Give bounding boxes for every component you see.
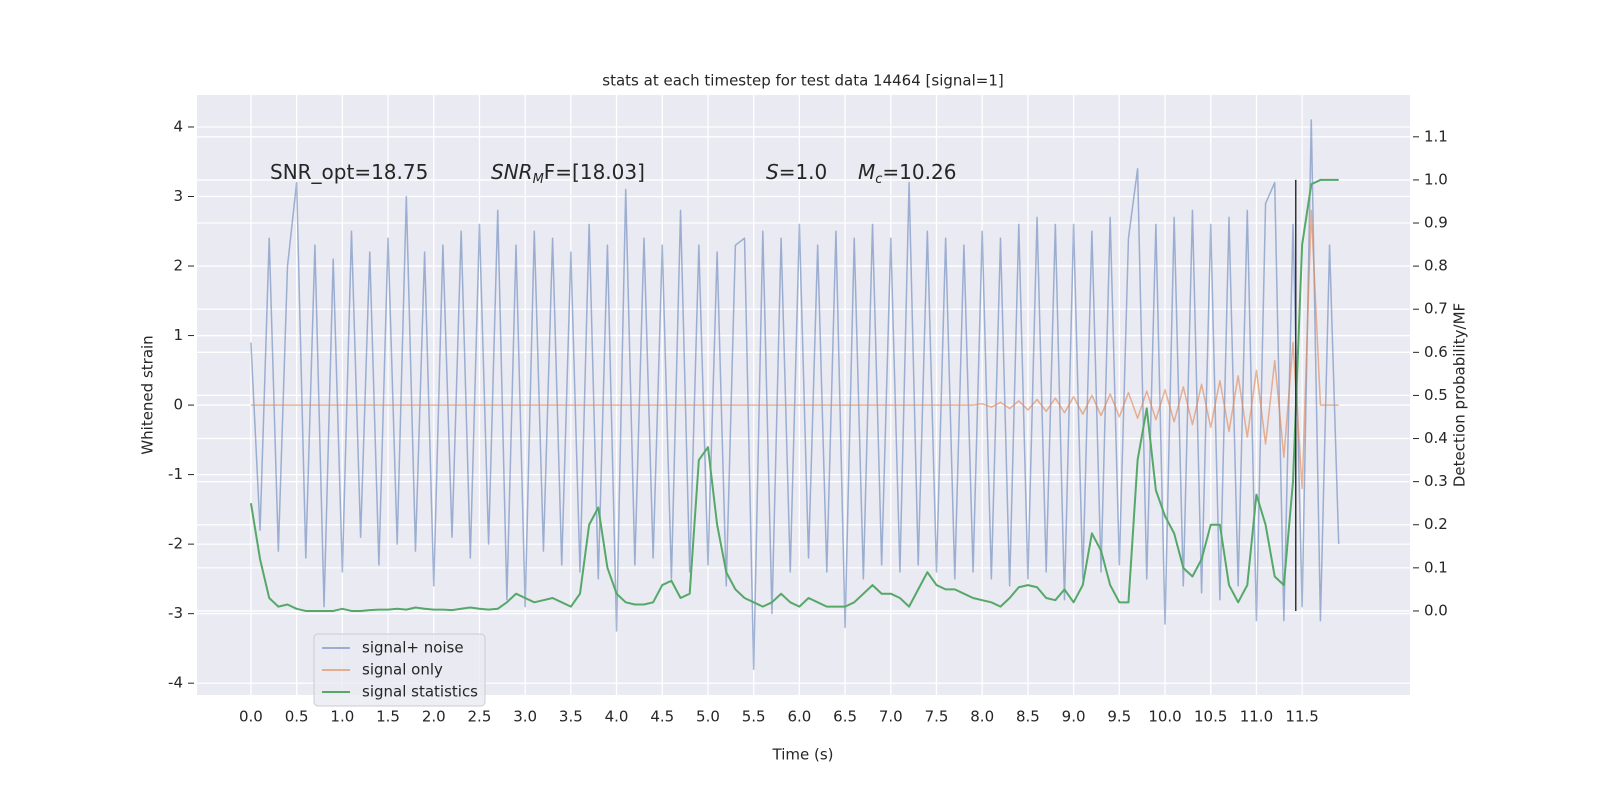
x-tick-label: 7.5 (925, 708, 949, 726)
y2-tick-label: 0.4 (1424, 429, 1448, 447)
x-tick-label: 3.0 (513, 708, 537, 726)
x-tick-label: 2.5 (468, 708, 492, 726)
x-tick-label: 0.5 (285, 708, 309, 726)
series-line (250, 119, 1340, 671)
x-tick-label: 1.0 (330, 708, 354, 726)
legend-label: signal+ noise (362, 639, 464, 657)
x-tick-label: 8.0 (970, 708, 994, 726)
y-tick-label: 1 (173, 326, 183, 344)
legend-label: signal only (362, 661, 443, 679)
y2-tick-label: 0.0 (1424, 601, 1448, 619)
x-tick-label: 9.0 (1062, 708, 1086, 726)
x-tick-label: 10.0 (1148, 708, 1181, 726)
x-tick-label: 5.0 (696, 708, 720, 726)
y2-tick-label: 0.8 (1424, 257, 1448, 275)
y-tick-label: 3 (173, 187, 183, 205)
annotation-text: =1.0 (779, 160, 828, 184)
y2-tick-label: 0.1 (1424, 558, 1448, 576)
series-line (249, 178, 1339, 612)
annotation: S=1.0 (766, 160, 827, 184)
y2-tick-label: 0.7 (1424, 300, 1448, 318)
x-tick-label: 4.0 (605, 708, 629, 726)
x-tick-label: 11.0 (1240, 708, 1273, 726)
x-tick-label: 2.0 (422, 708, 446, 726)
x-tick-label: 11.5 (1285, 708, 1318, 726)
annotation-base: S (766, 160, 779, 184)
legend-label: signal statistics (362, 683, 478, 701)
annotation: Mc=10.26 (858, 160, 956, 187)
x-tick-label: 7.0 (879, 708, 903, 726)
annotation: SNRMF=[18.03] (491, 160, 645, 187)
y-tick-label: -3 (168, 604, 183, 622)
annotation: SNR_opt=18.75 (270, 160, 428, 184)
y2-tick-label: 1.1 (1424, 127, 1448, 145)
x-axis-label: Time (s) (772, 746, 834, 764)
annotation-sub: c (875, 172, 882, 187)
y2-tick-label: 0.9 (1424, 214, 1448, 232)
y-tick-label: 2 (173, 257, 183, 275)
legend-box (313, 633, 486, 707)
x-tick-label: 3.5 (559, 708, 583, 726)
series-line (250, 209, 1339, 490)
y2-axis-label: Detection probability/MF (1451, 303, 1469, 487)
x-tick-label: 5.5 (742, 708, 766, 726)
annotation-text: SNR_opt=18.75 (270, 160, 428, 184)
y2-tick-label: 0.5 (1424, 386, 1448, 404)
annotation-base: M (858, 160, 875, 184)
annotation-sub: M (533, 172, 544, 187)
x-tick-label: 6.0 (787, 708, 811, 726)
y-tick-label: -1 (168, 465, 183, 483)
x-tick-label: 9.5 (1107, 708, 1131, 726)
y-tick-label: -2 (168, 535, 183, 553)
x-tick-label: 1.5 (376, 708, 400, 726)
y2-tick-label: 1.0 (1424, 170, 1448, 188)
x-tick-label: 6.5 (833, 708, 857, 726)
x-tick-label: 8.5 (1016, 708, 1040, 726)
y2-tick-label: 0.6 (1424, 343, 1448, 361)
y-tick-label: 0 (173, 396, 183, 414)
annotation-base: SNR (491, 160, 533, 184)
y-tick-label: 4 (173, 117, 183, 135)
y-axis-label: Whitened strain (139, 335, 157, 454)
chart-title: stats at each timestep for test data 144… (602, 72, 1003, 90)
annotation-text: F=[18.03] (544, 160, 645, 184)
x-tick-label: 10.5 (1194, 708, 1227, 726)
y-tick-label: -4 (168, 674, 183, 692)
annotation-text: =10.26 (882, 160, 956, 184)
y2-tick-label: 0.3 (1424, 472, 1448, 490)
x-tick-label: 4.5 (650, 708, 674, 726)
y2-tick-label: 0.2 (1424, 515, 1448, 533)
x-tick-label: 0.0 (239, 708, 263, 726)
